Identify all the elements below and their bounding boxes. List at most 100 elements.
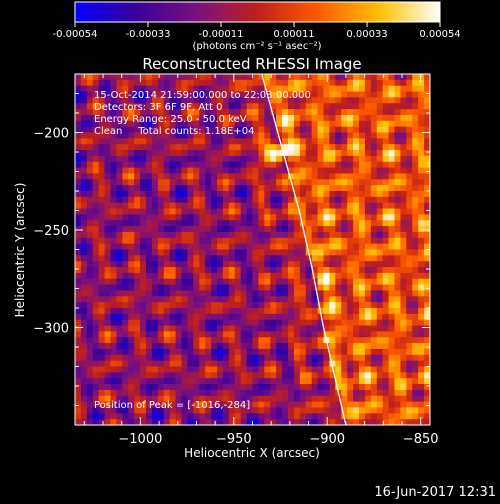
heatmap-pixel <box>364 97 372 104</box>
heatmap-pixel <box>412 103 419 110</box>
heatmap-pixel <box>288 325 295 332</box>
heatmap-pixel <box>122 191 129 198</box>
heatmap-pixel <box>240 214 248 221</box>
heatmap-pixel <box>205 208 212 215</box>
heatmap-pixel <box>376 419 384 425</box>
heatmap-pixel <box>86 308 94 315</box>
heatmap-pixel <box>335 185 342 192</box>
heatmap-pixel <box>299 167 307 175</box>
heatmap-pixel <box>228 196 236 204</box>
heatmap-pixel <box>116 395 123 403</box>
heatmap-pixel <box>276 278 283 286</box>
heatmap-pixel <box>110 231 118 239</box>
heatmap-pixel <box>240 120 248 128</box>
heatmap-pixel <box>335 103 342 110</box>
heatmap-pixel <box>169 319 177 327</box>
heatmap-pixel <box>104 313 112 321</box>
heatmap-pixel <box>406 144 413 151</box>
heatmap-pixel <box>240 360 248 368</box>
heatmap-pixel <box>335 407 342 414</box>
heatmap-pixel <box>335 132 342 139</box>
heatmap-pixel <box>199 91 206 98</box>
heatmap-pixel <box>376 91 384 98</box>
heatmap-pixel <box>199 401 206 409</box>
heatmap-pixel <box>122 144 129 151</box>
heatmap-pixel <box>359 343 366 350</box>
heatmap-pixel <box>258 366 265 373</box>
heatmap-pixel <box>163 220 171 227</box>
heatmap-pixel <box>323 413 331 420</box>
heatmap-pixel <box>376 220 384 227</box>
heatmap-pixel <box>347 284 354 292</box>
heatmap-pixel <box>134 208 141 215</box>
heatmap-pixel <box>282 185 289 192</box>
heatmap-pixel <box>341 237 348 245</box>
heatmap-pixel <box>128 319 135 327</box>
heatmap-pixel <box>317 261 325 268</box>
heatmap-pixel <box>169 354 177 362</box>
heatmap-pixel <box>246 249 254 256</box>
heatmap-pixel <box>370 196 378 204</box>
heatmap-pixel <box>205 366 212 373</box>
heatmap-pixel <box>335 161 342 169</box>
heatmap-pixel <box>359 366 366 373</box>
heatmap-pixel <box>181 103 189 110</box>
heatmap-pixel <box>122 161 129 169</box>
heatmap-pixel <box>163 74 171 81</box>
heatmap-pixel <box>299 114 307 122</box>
heatmap-pixel <box>92 337 100 344</box>
heatmap-pixel <box>299 354 307 362</box>
heatmap-pixel <box>293 150 301 157</box>
heatmap-pixel <box>305 389 313 397</box>
heatmap-pixel <box>323 85 331 93</box>
heatmap-pixel <box>406 302 413 309</box>
heatmap-pixel <box>329 372 336 379</box>
heatmap-pixel <box>276 237 283 245</box>
heatmap-pixel <box>240 191 248 198</box>
heatmap-pixel <box>305 214 313 221</box>
heatmap-pixel <box>335 173 342 180</box>
heatmap-pixel <box>282 231 289 239</box>
heatmap-pixel <box>305 196 313 204</box>
heatmap-pixel <box>116 419 123 425</box>
heatmap-pixel <box>193 85 200 93</box>
heatmap-pixel <box>116 155 123 163</box>
heatmap-pixel <box>293 173 301 180</box>
heatmap-pixel <box>293 378 301 385</box>
heatmap-pixel <box>282 103 289 110</box>
heatmap-pixel <box>146 79 153 87</box>
heatmap-pixel <box>317 150 325 157</box>
heatmap-pixel <box>175 196 183 204</box>
heatmap-pixel <box>376 354 384 362</box>
heatmap-pixel <box>116 366 123 373</box>
heatmap-pixel <box>376 313 384 321</box>
heatmap-pixel <box>400 243 407 251</box>
heatmap-pixel <box>288 196 295 204</box>
heatmap-pixel <box>98 155 106 163</box>
heatmap-pixel <box>122 354 129 362</box>
heatmap-pixel <box>270 144 277 151</box>
heatmap-pixel <box>122 109 129 116</box>
heatmap-pixel <box>323 407 331 414</box>
heatmap-pixel <box>264 191 271 198</box>
heatmap-pixel <box>80 331 88 338</box>
heatmap-pixel <box>394 255 402 262</box>
heatmap-pixel <box>270 278 277 286</box>
heatmap-pixel <box>264 378 271 385</box>
heatmap-pixel <box>175 231 183 239</box>
heatmap-pixel <box>80 325 88 332</box>
heatmap-pixel <box>359 202 366 210</box>
heatmap-pixel <box>364 284 372 292</box>
heatmap-pixel <box>388 79 396 87</box>
heatmap-pixel <box>163 296 171 303</box>
heatmap-pixel <box>157 173 165 180</box>
heatmap-pixel <box>317 267 325 274</box>
heatmap-pixel <box>146 196 153 204</box>
heatmap-pixel <box>258 401 265 409</box>
heatmap-pixel <box>288 79 295 87</box>
heatmap-pixel <box>418 378 425 385</box>
heatmap-pixel <box>122 97 129 104</box>
heatmap-pixel <box>86 237 94 245</box>
heatmap-pixel <box>376 278 384 286</box>
heatmap-pixel <box>376 331 384 338</box>
